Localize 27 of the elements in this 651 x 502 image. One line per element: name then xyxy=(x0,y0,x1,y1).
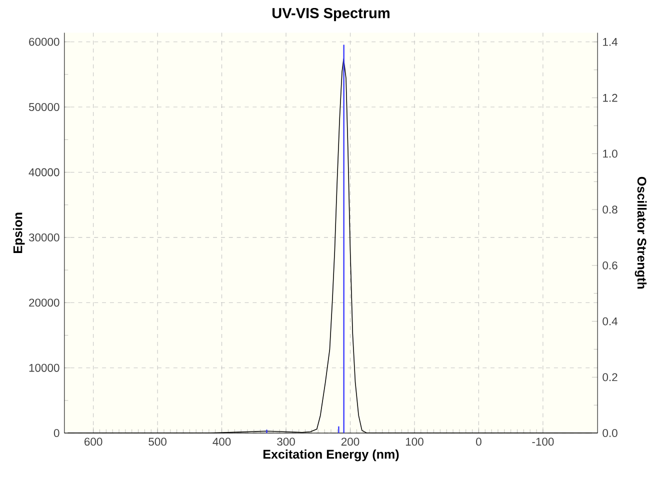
y2-tick-label: 1.2 xyxy=(603,94,618,102)
x-tick-label: 0 xyxy=(476,438,482,446)
x-tick-label: 300 xyxy=(277,438,295,446)
chart-title: UV-VIS Spectrum xyxy=(272,8,390,21)
x-tick-label: 500 xyxy=(148,438,166,446)
x-tick-label: 400 xyxy=(212,438,231,446)
x-tick-label: 100 xyxy=(406,438,424,446)
x-axis-title: Excitation Energy (nm) xyxy=(263,449,399,462)
y2-axis-title: Oscillator Strength xyxy=(634,176,647,288)
y2-tick-label: 0.4 xyxy=(602,317,618,326)
y2-tick-label: 0.0 xyxy=(602,428,618,437)
y-tick-label: 50000 xyxy=(28,102,60,111)
y-tick-label: 30000 xyxy=(28,233,60,242)
x-tick-label: 600 xyxy=(84,438,102,446)
y2-tick-label: 0.2 xyxy=(602,373,618,381)
y2-tick-label: 1.4 xyxy=(603,38,618,46)
y-tick-label: 40000 xyxy=(28,168,60,176)
y-tick-label: 0 xyxy=(54,428,60,437)
y-tick-label: 10000 xyxy=(29,364,60,372)
y2-tick-label: 1.0 xyxy=(603,149,618,158)
x-tick-label: 200 xyxy=(341,438,360,446)
y2-tick-label: 0.8 xyxy=(602,205,618,214)
y-tick-label: 60000 xyxy=(29,38,60,46)
y2-tick-label: 0.6 xyxy=(602,261,618,270)
x-tick-label: -100 xyxy=(532,438,554,446)
y-tick-label: 20000 xyxy=(29,298,60,306)
y-axis-title: Epsion xyxy=(13,212,25,253)
